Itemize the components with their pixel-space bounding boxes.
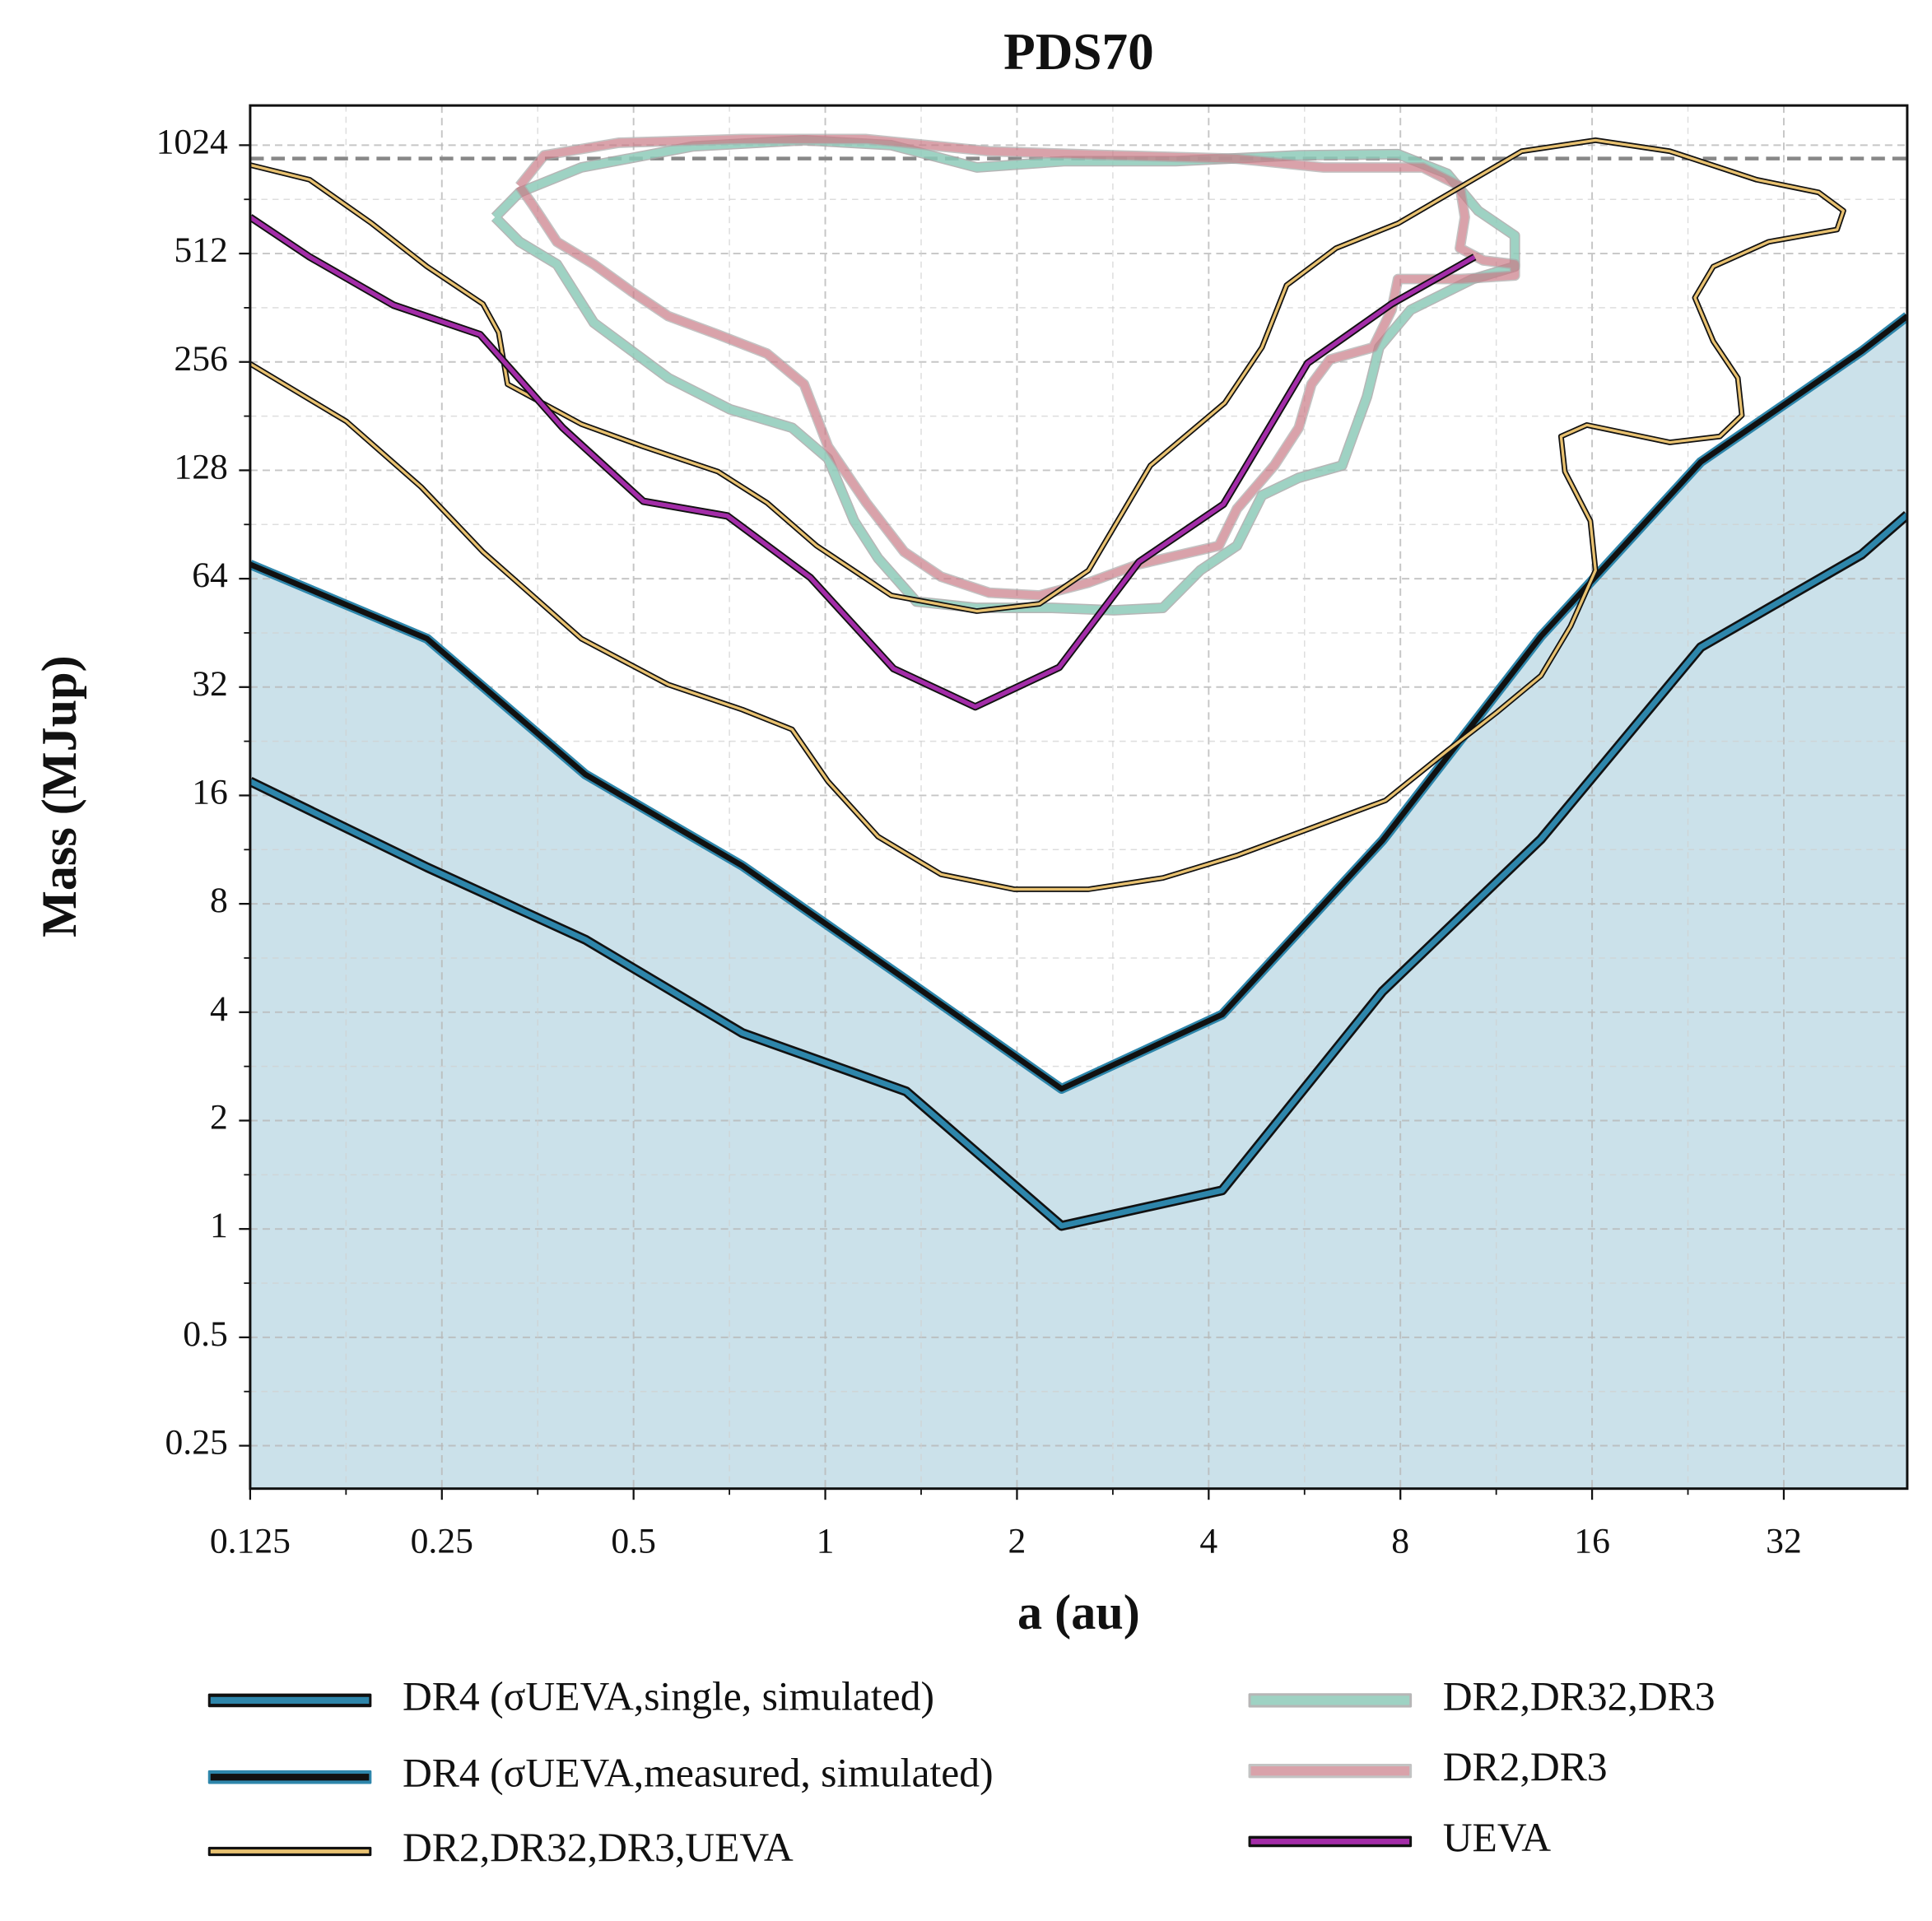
legend-label: DR2,DR3 bbox=[1443, 1744, 1608, 1789]
legend-swatch bbox=[1250, 1839, 1410, 1844]
legend: DR4 (σUEVA,single, simulated) DR4 (σUEVA,… bbox=[207, 1673, 1716, 1870]
x-tick-label: 0.125 bbox=[210, 1521, 291, 1561]
legend-entry bbox=[1248, 1835, 1413, 1848]
y-tick-label: 256 bbox=[174, 339, 227, 379]
y-tick-label: 0.25 bbox=[165, 1423, 227, 1463]
legend-swatch bbox=[210, 1849, 370, 1854]
area-fill bbox=[249, 316, 1907, 1489]
y-tick-label: 8 bbox=[210, 881, 228, 920]
legend-entry bbox=[207, 1770, 372, 1784]
y-tick-label: 2 bbox=[210, 1098, 228, 1137]
line bbox=[249, 215, 1476, 709]
x-tick-label: 0.5 bbox=[611, 1521, 656, 1561]
legend-swatch bbox=[210, 1774, 370, 1781]
series bbox=[491, 134, 1520, 616]
line bbox=[249, 138, 1846, 891]
series bbox=[249, 312, 1907, 1094]
line bbox=[249, 314, 1907, 1092]
x-tick-label: 2 bbox=[1008, 1521, 1027, 1561]
line bbox=[249, 512, 1907, 1229]
legend-swatch bbox=[210, 1696, 370, 1705]
y-tick-label: 16 bbox=[192, 772, 228, 812]
x-tick-label: 1 bbox=[817, 1521, 835, 1561]
legend-swatch bbox=[1250, 1695, 1410, 1705]
legend-entry bbox=[1248, 1693, 1413, 1708]
legend-swatch bbox=[1250, 1766, 1410, 1776]
x-tick-label: 0.25 bbox=[411, 1521, 473, 1561]
series bbox=[249, 214, 1477, 711]
chart-title: PDS70 bbox=[1003, 23, 1154, 81]
legend-entry bbox=[1248, 1764, 1413, 1779]
legend-label: DR2,DR32,DR3 bbox=[1443, 1673, 1716, 1719]
line bbox=[491, 136, 1520, 615]
series bbox=[514, 133, 1520, 601]
x-tick-label: 8 bbox=[1391, 1521, 1409, 1561]
plot-frame bbox=[249, 104, 1909, 1491]
y-tick-label: 1 bbox=[210, 1206, 228, 1245]
y-tick-label: 128 bbox=[174, 447, 227, 486]
y-tick-label: 1024 bbox=[156, 122, 228, 161]
legend-label: DR4 (σUEVA,measured, simulated) bbox=[403, 1751, 994, 1796]
y-axis-label: Mass (MJup) bbox=[32, 655, 87, 937]
series bbox=[249, 510, 1907, 1231]
x-axis-label: a (au) bbox=[1017, 1585, 1140, 1640]
legend-entry bbox=[207, 1846, 372, 1857]
x-tick-label: 16 bbox=[1574, 1521, 1610, 1561]
legend-label: UEVA bbox=[1443, 1815, 1552, 1860]
line-outline bbox=[491, 134, 1520, 616]
legend-entry bbox=[207, 1693, 372, 1708]
legend-label: DR2,DR32,DR3,UEVA bbox=[403, 1825, 794, 1870]
plot-area bbox=[249, 105, 1907, 1489]
y-tick-label: 512 bbox=[174, 230, 227, 270]
y-tick-label: 64 bbox=[192, 556, 228, 595]
line bbox=[516, 135, 1520, 600]
y-tick-label: 4 bbox=[210, 989, 228, 1029]
x-tick-label: 32 bbox=[1766, 1521, 1802, 1561]
y-tick-label: 32 bbox=[192, 664, 228, 704]
x-tick-label: 4 bbox=[1199, 1521, 1217, 1561]
series bbox=[249, 137, 1846, 892]
legend-label: DR4 (σUEVA,single, simulated) bbox=[403, 1673, 934, 1719]
y-tick-label: 0.5 bbox=[183, 1314, 228, 1354]
